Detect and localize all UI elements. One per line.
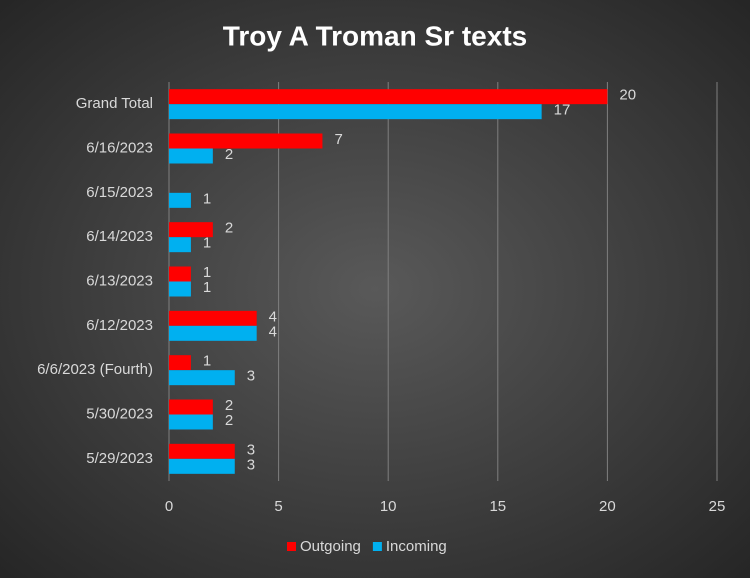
bar bbox=[169, 414, 213, 430]
x-tick-label: 15 bbox=[489, 498, 506, 515]
y-tick-label: 6/13/2023 bbox=[86, 272, 153, 289]
y-tick-label: 5/30/2023 bbox=[86, 405, 153, 422]
y-tick-label: 6/14/2023 bbox=[86, 228, 153, 245]
data-label: 1 bbox=[203, 264, 211, 281]
legend-swatch bbox=[372, 542, 382, 551]
bar bbox=[169, 325, 257, 341]
legend-label: Outgoing bbox=[300, 538, 361, 555]
bar bbox=[169, 89, 608, 105]
bar bbox=[169, 237, 191, 253]
y-tick-label: 6/16/2023 bbox=[86, 139, 153, 156]
y-tick-label: Grand Total bbox=[76, 95, 153, 112]
bar bbox=[169, 281, 191, 297]
data-label: 1 bbox=[203, 190, 211, 207]
data-label: 4 bbox=[269, 308, 277, 325]
data-label: 1 bbox=[203, 235, 211, 252]
y-tick-label: 6/6/2023 (Fourth) bbox=[37, 361, 153, 378]
bar bbox=[169, 355, 191, 371]
x-tick-label: 5 bbox=[274, 498, 282, 515]
data-label: 3 bbox=[247, 441, 255, 458]
bar bbox=[169, 192, 191, 208]
y-tick-label: 5/29/2023 bbox=[86, 450, 153, 467]
data-label: 1 bbox=[203, 279, 211, 296]
data-label: 20 bbox=[619, 87, 636, 104]
x-tick-label: 0 bbox=[165, 498, 173, 515]
data-label: 2 bbox=[225, 220, 233, 237]
bar bbox=[169, 370, 235, 386]
bar bbox=[169, 310, 257, 326]
bar bbox=[169, 399, 213, 415]
data-label: 1 bbox=[203, 353, 211, 370]
x-tick-label: 20 bbox=[599, 498, 616, 515]
bar bbox=[169, 458, 235, 474]
legend-label: Incoming bbox=[386, 538, 447, 555]
data-label: 3 bbox=[247, 368, 255, 385]
data-label: 3 bbox=[247, 456, 255, 473]
data-label: 2 bbox=[225, 397, 233, 414]
y-tick-label: 6/15/2023 bbox=[86, 184, 153, 201]
x-tick-label: 10 bbox=[380, 498, 397, 515]
bar bbox=[169, 222, 213, 238]
x-tick-label: 25 bbox=[709, 498, 726, 515]
data-label: 2 bbox=[225, 146, 233, 163]
data-label: 17 bbox=[554, 102, 571, 119]
bar bbox=[169, 104, 542, 120]
bar bbox=[169, 266, 191, 282]
data-label: 2 bbox=[225, 412, 233, 429]
data-label: 7 bbox=[334, 131, 342, 148]
bar bbox=[169, 443, 235, 459]
bar bbox=[169, 133, 323, 149]
legend-swatch bbox=[287, 542, 296, 551]
data-label: 4 bbox=[269, 323, 277, 340]
chart-title: Troy A Troman Sr texts bbox=[223, 20, 527, 51]
y-tick-label: 6/12/2023 bbox=[86, 317, 153, 334]
bar bbox=[169, 148, 213, 164]
